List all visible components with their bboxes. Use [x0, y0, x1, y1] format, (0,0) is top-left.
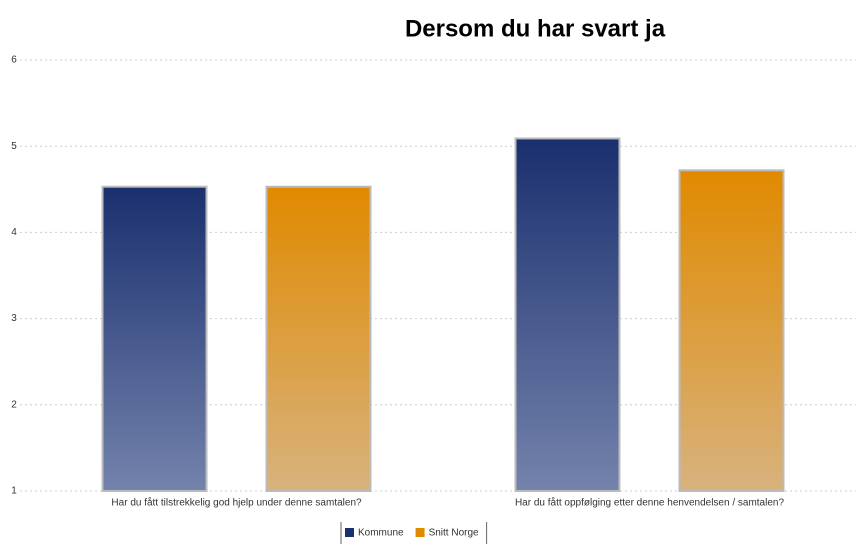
y-tick-label: 6: [11, 55, 17, 66]
bar: [101, 185, 208, 493]
y-tick-label: 1: [11, 486, 17, 497]
legend-swatch: [415, 528, 425, 537]
legend-swatch: [345, 528, 354, 537]
legend-label: Kommune: [358, 528, 404, 539]
x-tick-label: Har du fått tilstrekkelig god hjelp unde…: [111, 497, 362, 509]
y-tick-label: 4: [11, 227, 17, 238]
legend-label: Snitt Norge: [429, 528, 479, 539]
bar: [678, 169, 785, 492]
bar: [265, 185, 372, 493]
y-tick-label: 2: [11, 399, 17, 410]
chart-title: Dersom du har svart ja: [405, 15, 666, 42]
bar: [514, 137, 621, 493]
x-tick-label: Har du fått oppfølging etter denne henve…: [515, 497, 785, 509]
y-tick-label: 3: [11, 313, 17, 324]
y-tick-label: 5: [11, 141, 17, 152]
